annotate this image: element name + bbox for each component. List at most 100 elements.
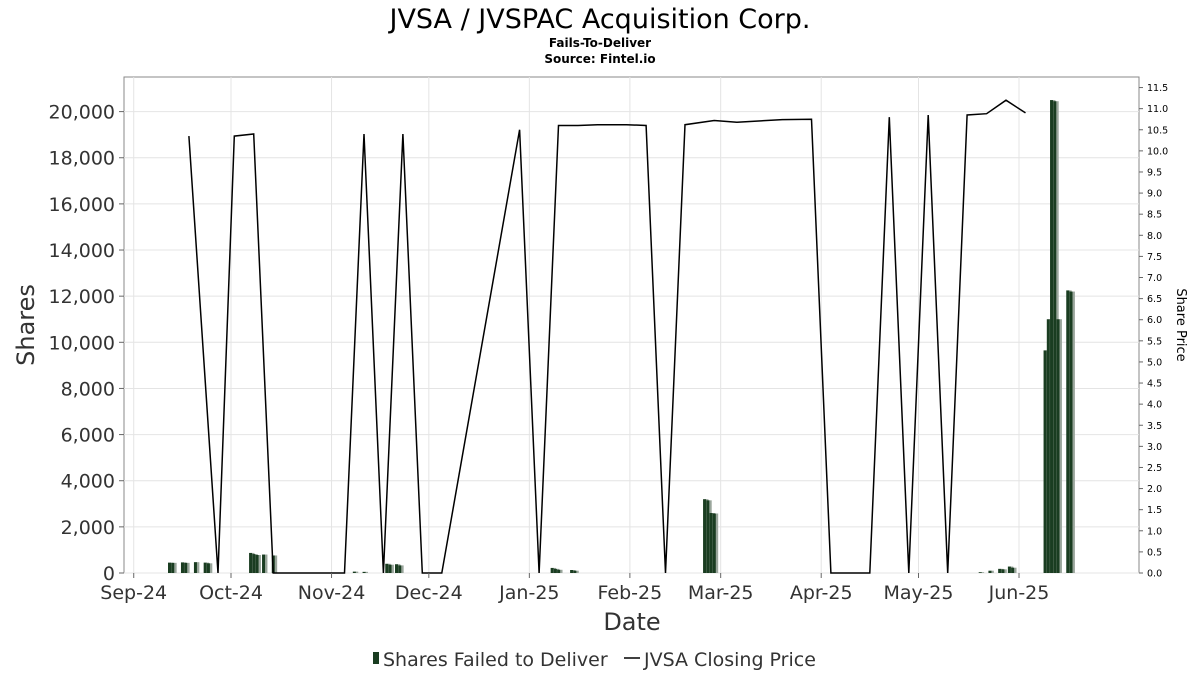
- ftd-bar: [553, 568, 557, 573]
- ftd-bar: [398, 565, 402, 573]
- ftd-bar: [388, 564, 392, 573]
- ftd-bar: [385, 563, 389, 573]
- ftd-bar: [988, 570, 992, 573]
- y-left-tick-label: 18,000: [49, 148, 115, 170]
- plot-area: [123, 76, 1140, 574]
- x-tick-label: Feb-25: [598, 582, 663, 604]
- y-right-tick-label: 8.0: [1147, 231, 1162, 242]
- y-left-tick-label: 12,000: [49, 286, 115, 308]
- y-right-tick-label: 5.5: [1147, 336, 1162, 347]
- ftd-bar: [1046, 319, 1050, 573]
- ftd-bar: [180, 562, 184, 573]
- ftd-bar-shadow: [575, 570, 579, 573]
- ftd-bar: [171, 562, 175, 573]
- legend-bar-swatch: [373, 652, 379, 664]
- ftd-bar: [1007, 566, 1011, 573]
- ftd-bar-shadow: [355, 571, 359, 573]
- ftd-bar-shadow: [981, 572, 985, 573]
- ftd-bar: [1053, 101, 1057, 573]
- right-axis-ticks: 0.0 0.5 1.0 1.5 2.0 2.5 3.0 3.5 4.0 4.5 5.0 5.5 6.0 6…: [1139, 83, 1168, 580]
- price-polyline: [188, 99, 1026, 574]
- ftd-bar-shadow: [274, 555, 278, 573]
- ftd-bar: [262, 554, 266, 573]
- x-tick-label: Jun-25: [988, 582, 1050, 604]
- ftd-bar: [557, 569, 561, 573]
- ftd-bar: [998, 568, 1002, 573]
- x-tick-label: Dec-24: [395, 582, 463, 604]
- ftd-bar-shadow: [1004, 569, 1007, 573]
- ftd-bar: [709, 513, 713, 573]
- y-right-tick-label: 2.5: [1147, 463, 1162, 474]
- chart-source: Source: Fintel.io: [544, 52, 655, 66]
- x-axis-ticks: Sep-24 Oct-24 Nov-24 Dec-24 Jan-25 Feb-25 Mar-…: [100, 573, 1049, 604]
- y-right-tick-label: 9.0: [1147, 189, 1162, 200]
- y-right-tick-label: 0.5: [1147, 547, 1162, 558]
- chart-title: JVSA / JVSPAC Acquisition Corp.: [387, 4, 810, 35]
- ftd-bar: [362, 571, 366, 573]
- left-axis-ticks: 0 2,000 4,000 6,000 8,000 10,000 12,000 14,000 1…: [49, 102, 124, 585]
- ftd-bar: [978, 572, 982, 573]
- x-tick-label: Mar-25: [688, 582, 754, 604]
- ftd-bar-shadow: [186, 562, 190, 573]
- y-left-tick-label: 10,000: [49, 332, 115, 354]
- ftd-bar: [167, 562, 171, 573]
- ftd-bar: [1066, 290, 1070, 573]
- y-right-tick-label: 11.5: [1147, 83, 1168, 94]
- y-right-tick-label: 10.0: [1147, 146, 1168, 157]
- ftd-bar-shadow: [1072, 291, 1075, 573]
- ftd-bar: [703, 499, 707, 573]
- y-left-tick-label: 2,000: [61, 517, 115, 539]
- chart-subtitle: Fails-To-Deliver: [549, 36, 651, 50]
- ftd-bar: [1069, 291, 1073, 573]
- y-left-tick-label: 0: [103, 563, 115, 585]
- y-right-tick-label: 11.0: [1147, 104, 1168, 115]
- ftd-bar-shadow: [1013, 567, 1017, 573]
- y-right-tick-label: 3.5: [1147, 421, 1162, 432]
- y-right-tick-label: 1.5: [1147, 505, 1162, 516]
- ftd-bar-shadow: [400, 565, 404, 573]
- ftd-bar: [712, 513, 716, 573]
- ftd-bar-shadow: [264, 554, 268, 573]
- ftd-bar: [255, 555, 259, 573]
- x-tick-label: Nov-24: [298, 582, 366, 604]
- ftd-bar-shadow: [365, 571, 368, 573]
- ftd-bar: [206, 563, 210, 573]
- ftd-bar: [252, 554, 256, 573]
- ftd-bar-shadow: [258, 555, 261, 573]
- ftd-bar: [184, 562, 188, 573]
- ftd-bar: [570, 570, 574, 573]
- ftd-bar: [1011, 567, 1015, 573]
- ftd-bar: [193, 562, 197, 573]
- y-right-tick-label: 3.0: [1147, 442, 1162, 453]
- y-right-tick-label: 10.5: [1147, 125, 1168, 136]
- ftd-bar: [1001, 569, 1005, 573]
- ftd-bar-shadow: [196, 562, 200, 573]
- y-left-tick-label: 14,000: [49, 240, 115, 262]
- y-right-tick-label: 5.0: [1147, 357, 1162, 368]
- y-right-tick-label: 4.5: [1147, 379, 1162, 390]
- legend-line-label: JVSA Closing Price: [643, 649, 816, 671]
- y-axis-right-label: Share Price: [1173, 288, 1188, 361]
- x-tick-label: May-25: [883, 582, 953, 604]
- y-axis-left-label: Shares: [12, 284, 40, 366]
- ftd-bar: [203, 562, 207, 573]
- x-tick-label: Oct-24: [199, 582, 263, 604]
- legend: Shares Failed to Deliver JVSA Closing Pr…: [373, 649, 816, 671]
- ftd-bar: [573, 570, 577, 573]
- y-right-tick-label: 6.5: [1147, 294, 1162, 305]
- y-right-tick-label: 7.0: [1147, 273, 1162, 284]
- ftd-bar-shadow: [209, 563, 213, 573]
- ftd-bar: [1043, 350, 1047, 573]
- ftd-bar: [1056, 319, 1060, 573]
- y-right-tick-label: 1.0: [1147, 526, 1162, 537]
- ftd-bar: [550, 567, 554, 573]
- x-tick-label: Sep-24: [100, 582, 167, 604]
- ftd-bar: [706, 500, 710, 573]
- ftd-bar-shadow: [715, 513, 719, 573]
- y-right-tick-label: 6.0: [1147, 315, 1162, 326]
- y-right-tick-label: 7.5: [1147, 252, 1162, 263]
- y-right-tick-label: 0.0: [1147, 569, 1162, 580]
- y-left-tick-label: 8,000: [61, 378, 115, 400]
- price-line: [188, 99, 1026, 574]
- y-right-tick-label: 2.0: [1147, 484, 1162, 495]
